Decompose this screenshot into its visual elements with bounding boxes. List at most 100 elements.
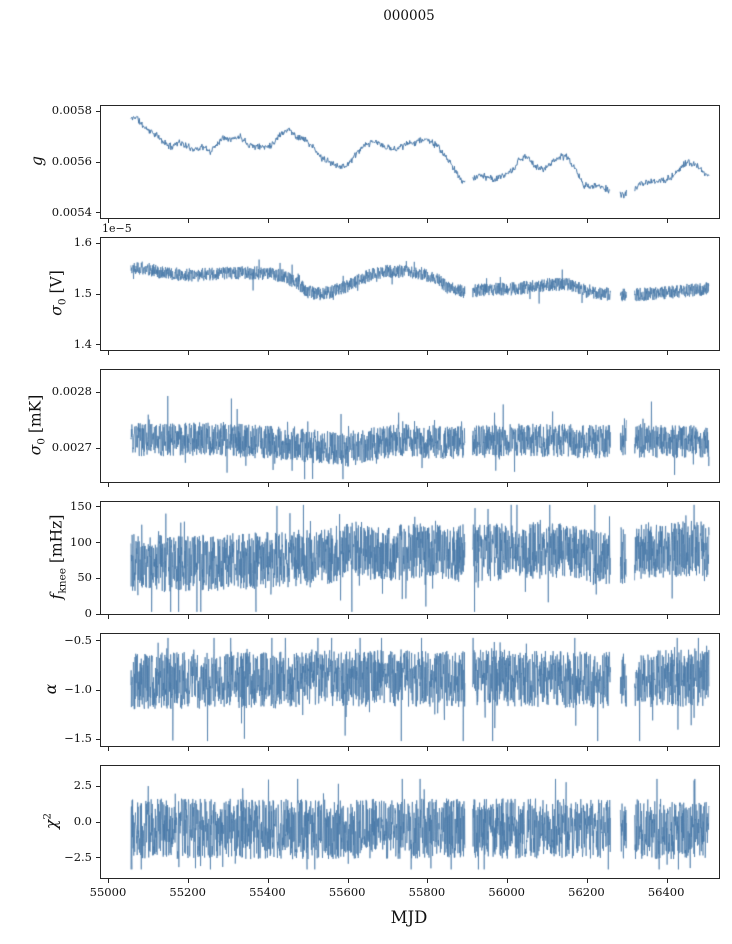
x-tick-label: 55400 xyxy=(249,885,286,899)
x-tick xyxy=(507,747,509,751)
series-canvas-alpha xyxy=(101,634,719,746)
x-tick xyxy=(188,483,190,487)
panel-sigma0-V xyxy=(96,237,720,355)
x-tick xyxy=(108,483,110,487)
x-tick xyxy=(507,219,509,223)
x-tick xyxy=(347,483,349,487)
y-tick-label: 0.0054 xyxy=(51,204,92,219)
x-tick xyxy=(586,219,588,223)
x-tick xyxy=(108,879,110,883)
y-tick xyxy=(96,242,100,244)
x-tick-label: 55200 xyxy=(169,885,206,899)
x-tick xyxy=(586,747,588,751)
y-tick xyxy=(96,821,100,823)
y-tick-label: 1.5 xyxy=(73,286,92,300)
y-tick xyxy=(96,613,100,615)
y-tick-label: 0.0027 xyxy=(51,440,92,455)
x-tick xyxy=(267,615,269,619)
x-tick xyxy=(188,747,190,751)
y-tick-label: 0.0028 xyxy=(51,384,92,399)
y-tick-label: −1.0 xyxy=(64,682,92,696)
panel-alpha xyxy=(96,633,720,751)
y-tick-label: 150 xyxy=(70,498,92,513)
panel-sigma0-mK xyxy=(96,369,720,487)
x-tick xyxy=(666,219,668,223)
x-tick-label: 55600 xyxy=(328,885,366,899)
y-tick-label: 2.5 xyxy=(73,778,92,793)
x-tick xyxy=(427,351,429,355)
y-tick xyxy=(96,212,100,214)
x-tick xyxy=(347,351,349,355)
x-tick xyxy=(666,483,668,487)
x-tick xyxy=(427,747,429,751)
series-canvas-chi2 xyxy=(101,766,719,878)
y-axis-label-chi2: χ2 xyxy=(41,812,61,830)
x-tick xyxy=(666,351,668,355)
x-tick xyxy=(347,747,349,751)
panel-fknee xyxy=(96,501,720,619)
y-tick xyxy=(96,577,100,579)
series-canvas-sigma0-mK xyxy=(101,370,719,482)
x-tick xyxy=(427,483,429,487)
y-tick xyxy=(96,542,100,544)
y-axis-label-sigma0-V: σ0 [V] xyxy=(47,270,69,316)
x-tick xyxy=(427,615,429,619)
y-axis-label-fknee: fknee [mHz] xyxy=(47,514,69,600)
figure-title: 000005 xyxy=(383,8,435,24)
y-tick-label: −1.5 xyxy=(64,731,92,746)
x-tick xyxy=(108,615,110,619)
x-tick xyxy=(108,219,110,223)
y-tick xyxy=(96,506,100,508)
y-tick-label: −0.5 xyxy=(64,632,92,647)
y-tick-label: 100 xyxy=(70,534,92,549)
x-tick xyxy=(347,219,349,223)
x-tick xyxy=(108,351,110,355)
y-tick xyxy=(96,689,100,691)
x-tick xyxy=(427,219,429,223)
x-tick-label: 55800 xyxy=(408,885,446,899)
y-tick-label: −2.5 xyxy=(64,849,92,864)
series-canvas-g xyxy=(101,106,719,218)
y-tick xyxy=(96,640,100,642)
x-tick xyxy=(267,747,269,751)
x-tick xyxy=(267,351,269,355)
y-tick-label: 1.4 xyxy=(73,336,92,351)
x-tick xyxy=(666,879,668,883)
panel-chi2 xyxy=(96,765,720,883)
x-tick-label: 56000 xyxy=(488,885,525,899)
x-tick xyxy=(586,483,588,487)
series-canvas-sigma0-V xyxy=(101,238,719,350)
y-tick xyxy=(96,857,100,859)
y-tick xyxy=(96,344,100,346)
x-tick xyxy=(347,879,349,883)
y-tick xyxy=(96,785,100,787)
y-tick xyxy=(96,110,100,112)
x-tick xyxy=(507,615,509,619)
x-tick xyxy=(108,747,110,751)
x-tick xyxy=(188,615,190,619)
x-tick xyxy=(507,879,509,883)
y-tick xyxy=(96,447,100,449)
y-tick xyxy=(96,391,100,393)
y-tick-label: 0.0056 xyxy=(51,154,92,168)
y-tick xyxy=(96,293,100,295)
x-tick xyxy=(347,615,349,619)
y-axis-label-g: g xyxy=(28,156,47,166)
x-tick xyxy=(586,615,588,619)
x-tick xyxy=(427,879,429,883)
y-tick-label: 1.6 xyxy=(73,235,92,250)
y-tick-label: 0 xyxy=(84,606,92,620)
x-tick xyxy=(666,747,668,751)
x-tick xyxy=(666,615,668,619)
series-canvas-fknee xyxy=(101,502,719,614)
x-tick xyxy=(267,219,269,223)
y-tick-label: 0.0 xyxy=(73,814,92,828)
x-tick xyxy=(507,483,509,487)
y-tick-label: 0.0058 xyxy=(51,103,92,118)
panel-g xyxy=(96,105,720,223)
x-axis-label: MJD xyxy=(390,908,428,927)
axis-offset-text: 1e−5 xyxy=(102,222,132,235)
y-tick xyxy=(96,161,100,163)
x-tick xyxy=(267,879,269,883)
